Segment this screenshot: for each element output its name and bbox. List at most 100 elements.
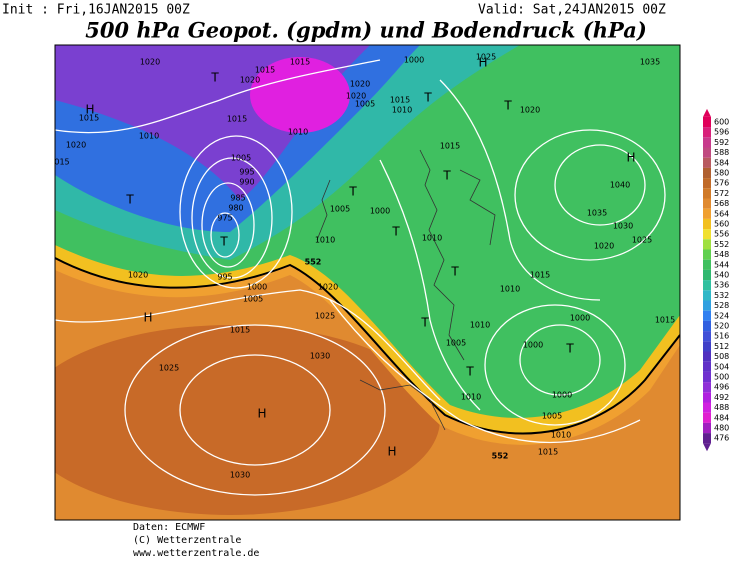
isobar-label: 1010	[551, 431, 571, 440]
colorbar-cell	[703, 147, 711, 158]
colorbar-label: 560	[714, 220, 729, 229]
isobar-label: 1010	[392, 106, 412, 115]
colorbar-cell	[703, 412, 711, 423]
colorbar-label: 552	[714, 240, 729, 249]
isobar-label: 015	[54, 158, 69, 167]
colorbar-label: 572	[714, 189, 729, 198]
colorbar-cell	[703, 433, 711, 444]
footer-url: www.wetterzentrale.de	[133, 548, 259, 559]
colorbar-cell	[703, 310, 711, 321]
isobar-label: 1005	[330, 205, 350, 214]
isobar-label: 1005	[355, 100, 375, 109]
isobar-label: 1015	[230, 326, 250, 335]
isobar-label: 1000	[570, 314, 590, 323]
pressure-center: T	[348, 185, 357, 199]
contour-label: 552	[305, 258, 322, 267]
colorbar-label: 480	[714, 424, 729, 433]
pressure-center: T	[465, 365, 474, 379]
isobar-label: 1020	[128, 271, 148, 280]
pressure-center: T	[503, 99, 512, 113]
isobar-label: 980	[228, 204, 243, 213]
colorbar-label: 564	[714, 209, 729, 218]
colorbar-label: 548	[714, 250, 729, 259]
pressure-center: T	[565, 342, 574, 356]
pressure-center: H	[626, 151, 635, 165]
footer-copyright: (C) Wetterzentrale	[133, 535, 241, 546]
colorbar-label: 584	[714, 158, 729, 167]
isobar-label: 1000	[247, 283, 267, 292]
isobar-label: 1030	[310, 352, 330, 361]
colorbar-cell	[703, 371, 711, 383]
pressure-center: T	[219, 235, 228, 249]
isobar-label: 1040	[610, 181, 630, 190]
colorbar-cell	[703, 269, 711, 281]
colorbar-label: 504	[714, 362, 729, 371]
contour-552	[55, 257, 680, 435]
colorbar-cell	[703, 218, 711, 230]
pressure-center: H	[478, 56, 487, 70]
map-title: 500 hPa Geopot. (gpdm) und Bodendruck (h…	[85, 18, 647, 43]
colorbar-cell	[703, 178, 711, 189]
colorbar-label: 576	[714, 179, 729, 188]
colorbar-cell	[703, 188, 711, 199]
pressure-center: T	[391, 225, 400, 239]
pressure-center: H	[85, 103, 94, 117]
colorbar-cell	[703, 290, 711, 301]
pressure-center: H	[387, 445, 396, 459]
isobar-label: 1020	[318, 283, 338, 292]
colorbar-cell	[703, 351, 711, 362]
isobar-label: 1005	[542, 412, 562, 421]
isobar-label: 1020	[520, 106, 540, 115]
isobar-label: 1015	[655, 316, 675, 325]
colorbar-cell	[703, 198, 711, 209]
isobar-label: 1000	[552, 391, 572, 400]
pressure-center: T	[420, 316, 429, 330]
isobar-label: 1015	[538, 448, 558, 457]
colorbar-cell	[703, 422, 711, 434]
warm-region	[55, 325, 440, 515]
colorbar-cell	[703, 127, 711, 138]
colorbar-top-arrow	[703, 108, 711, 117]
colorbar-label: 588	[714, 148, 729, 157]
isobar-label: 1025	[476, 53, 496, 62]
isobar-label: 975	[217, 214, 232, 223]
isobar-label: 1010	[461, 393, 481, 402]
isobar-label: 1020	[346, 92, 366, 101]
isobar-label: 1030	[613, 222, 633, 231]
footer-source: Daten: ECMWF	[133, 522, 205, 533]
isobar-label: 1015	[227, 115, 247, 124]
colorbar-label: 496	[714, 383, 729, 392]
isobar-label: 990	[239, 178, 254, 187]
isobar-label: 1010	[422, 234, 442, 243]
isobar-label: 1000	[523, 341, 543, 350]
contour-label: 552	[492, 452, 509, 461]
colorbar-cell	[703, 208, 711, 219]
isobar-label: 1010	[288, 128, 308, 137]
colorbar-cell	[703, 280, 711, 291]
isobar-label: 1005	[446, 339, 466, 348]
colorbar-cell	[703, 229, 711, 240]
colorbar-cell	[703, 137, 711, 148]
colorbar-cell	[703, 392, 711, 403]
colorbar-label: 544	[714, 260, 729, 269]
colorbar-cell	[703, 382, 711, 393]
colorbar-label: 592	[714, 138, 729, 147]
colorbar-cell	[703, 402, 711, 413]
isobar-label: 1035	[640, 58, 660, 67]
isobar-label: 1000	[404, 56, 424, 65]
colorbar-label: 476	[714, 434, 729, 443]
colorbar-cell	[703, 300, 711, 311]
pressure-center: H	[143, 311, 152, 325]
pressure-center: T	[125, 193, 134, 207]
pressure-center: H	[257, 407, 266, 421]
isobar-label: 1010	[470, 321, 490, 330]
isobar-label: 1020	[66, 141, 86, 150]
isobar-label: 1000	[370, 207, 390, 216]
colorbar-label: 528	[714, 301, 729, 310]
isobar-label: 1015	[390, 96, 410, 105]
colorbar-cell	[703, 331, 711, 342]
colorbar-cell	[703, 116, 711, 128]
colorbar-cell	[703, 259, 711, 270]
coastlines	[316, 149, 496, 431]
isobar-label: 1015	[530, 271, 550, 280]
